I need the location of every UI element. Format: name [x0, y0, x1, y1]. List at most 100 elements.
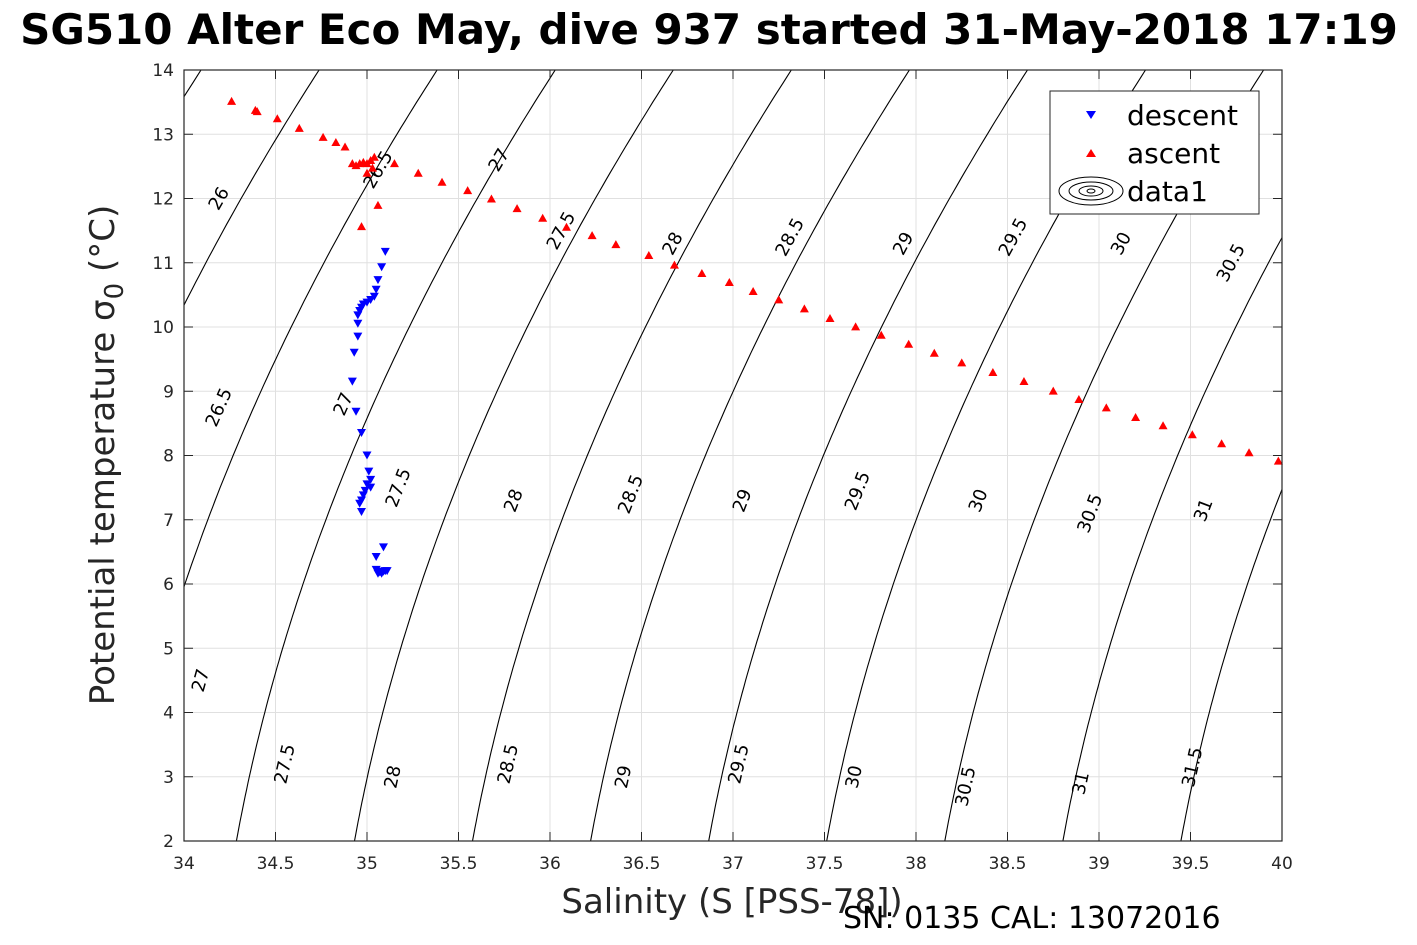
ascent-series [227, 96, 1283, 465]
y-axis-label-main: Potential temperature σ [83, 299, 123, 705]
descent-point [366, 483, 376, 492]
ascent-point [1019, 376, 1029, 385]
ascent-point [252, 107, 262, 116]
ascent-point [413, 168, 423, 177]
descent-point [362, 451, 372, 460]
descent-point [349, 348, 359, 357]
y-tick-label: 6 [163, 575, 174, 595]
legend-descent-label: descent [1127, 99, 1238, 132]
ascent-point [774, 295, 784, 304]
axis-ticks: 34 34.5 35 35.5 36 36.5 37 37.5 38 38.5 39 39.5 4023… [152, 61, 1292, 874]
ascent-point [929, 348, 939, 357]
ascent-point [561, 222, 571, 231]
x-tick-label: 34.5 [257, 854, 295, 874]
x-tick-label: 37.5 [806, 854, 844, 874]
descent-point [358, 491, 368, 500]
y-tick-label: 5 [163, 639, 174, 659]
descent-point [378, 543, 388, 552]
descent-point [351, 407, 361, 416]
ascent-point [486, 194, 496, 203]
ascent-point [644, 251, 654, 260]
y-tick-label: 4 [163, 704, 174, 724]
legend-ascent-label: ascent [1127, 137, 1220, 170]
ascent-point [331, 137, 341, 146]
ascent-point [340, 142, 350, 151]
descent-point [357, 429, 367, 438]
y-tick-label: 11 [152, 254, 174, 274]
ascent-point [1131, 412, 1141, 421]
isopycnal-28.5 [471, 70, 792, 841]
isopycnal-28 [353, 70, 674, 841]
legend-ascent-marker [1086, 149, 1096, 157]
y-tick-label: 13 [152, 125, 174, 145]
legend: descent ascent data1 [1049, 90, 1260, 215]
descent-point [357, 508, 367, 517]
grid-lines [183, 69, 1283, 842]
descent-series [347, 247, 392, 578]
x-axis-label: Salinity (S [PSS-78]) [561, 882, 902, 922]
ascent-point [957, 358, 967, 367]
x-tick-label: 39.5 [1172, 854, 1210, 874]
ascent-point [1101, 403, 1111, 412]
x-tick-label: 34 [173, 854, 195, 874]
ascent-point [1217, 439, 1227, 448]
ascent-point [697, 269, 707, 278]
isopycnal-27 [184, 70, 438, 589]
x-tick-label: 36.5 [623, 854, 661, 874]
descent-point [355, 499, 365, 508]
y-tick-label: 10 [152, 318, 174, 338]
y-tick-label: 3 [163, 768, 174, 788]
x-tick-label: 35.5 [440, 854, 478, 874]
y-tick-label: 9 [163, 382, 174, 402]
ascent-point [876, 330, 886, 339]
ascent-point [437, 177, 447, 186]
ascent-point [988, 367, 998, 376]
ascent-point [373, 200, 383, 209]
descent-point [353, 319, 363, 328]
legend-contour-icon [1058, 176, 1124, 206]
contour-label-28: 28 [380, 763, 405, 790]
descent-point [377, 569, 387, 578]
legend-descent-marker [1086, 111, 1096, 119]
y-axis-label-unit: (°C) [83, 205, 123, 283]
ascent-point [367, 163, 377, 172]
ascent-point [318, 132, 328, 141]
descent-point [371, 553, 381, 562]
descent-point [382, 567, 392, 576]
ascent-point [825, 314, 835, 323]
ascent-point [463, 186, 473, 195]
x-tick-label: 39 [1088, 854, 1110, 874]
y-tick-label: 8 [163, 447, 174, 467]
ascent-point [389, 159, 399, 168]
ascent-point [1244, 448, 1254, 457]
descent-point [360, 486, 370, 495]
ascent-point [369, 152, 379, 161]
isopycnal-29.5 [708, 70, 1029, 841]
ascent-point [851, 322, 861, 331]
isopycnal-26.5 [184, 70, 320, 307]
y-tick-label: 14 [152, 61, 174, 81]
descent-point [355, 306, 365, 315]
x-tick-label: 38.5 [989, 854, 1027, 874]
descent-point [366, 475, 376, 484]
isopycnal-29 [590, 70, 911, 841]
legend-data1-label: data1 [1127, 175, 1208, 208]
ascent-point [904, 339, 914, 348]
ascent-point [512, 204, 522, 213]
descent-point [353, 332, 363, 341]
ascent-point [362, 168, 372, 177]
serial-calibration-note: SN: 0135 CAL: 13072016 [843, 901, 1221, 936]
descent-point [364, 467, 374, 476]
ascent-point [1273, 456, 1283, 465]
ascent-point [1158, 421, 1168, 430]
ascent-point [611, 240, 621, 249]
ascent-point [1074, 394, 1084, 403]
contour-label-31: 31 [1069, 770, 1094, 797]
x-tick-label: 40 [1271, 854, 1293, 874]
y-tick-label: 12 [152, 190, 174, 210]
ascent-point [294, 123, 304, 132]
ascent-point [724, 278, 734, 287]
x-tick-label: 37 [722, 854, 744, 874]
y-tick-label: 7 [163, 511, 174, 531]
